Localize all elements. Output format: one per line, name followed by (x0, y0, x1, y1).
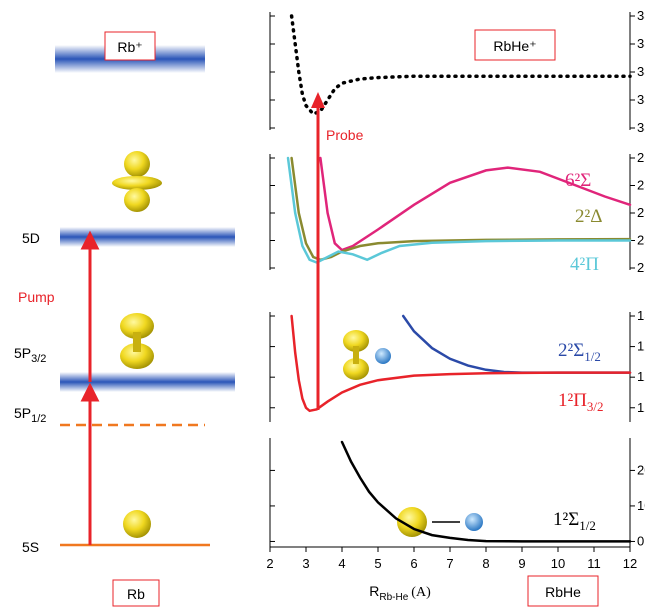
curve (340, 440, 632, 543)
y-tick-label: 200 (637, 462, 645, 477)
annotation: RbHe (545, 584, 581, 600)
y-tick-label: 100 (637, 498, 645, 513)
curve-name: 1²Σ (553, 509, 579, 530)
curve-name: 2²Δ (575, 206, 602, 227)
ion-label: Rb⁺ (117, 39, 142, 55)
label-box (527, 575, 599, 607)
y-tick-label: 25600 (637, 260, 645, 275)
x-tick-label: 12 (623, 556, 637, 571)
orbital (343, 330, 369, 352)
atom-label: Rb (127, 586, 145, 602)
curve-name: 6²Σ (565, 170, 591, 191)
curve-label: 1²Σ1/2 (553, 509, 596, 533)
curve (401, 314, 632, 374)
orbital (123, 510, 151, 538)
level-label: 5P (14, 405, 31, 421)
level-label: 5P (14, 345, 31, 361)
y-tick-label: 12800 (637, 369, 645, 384)
label-box (474, 29, 556, 61)
y-tick-label: 33600 (637, 92, 645, 107)
orbital (120, 343, 154, 369)
orbital (133, 332, 141, 352)
x-label-main: R (369, 583, 379, 599)
level-label: 5S (22, 539, 39, 555)
y-tick-label: 25900 (637, 178, 645, 193)
y-tick-label: 26000 (637, 150, 645, 165)
level-label: 5D (22, 230, 40, 246)
orbital (343, 358, 369, 380)
curve (286, 156, 632, 264)
y-tick-label: 33700 (637, 64, 645, 79)
level-band (60, 227, 235, 247)
level-diagram: Rb⁺ 5D 5P3/2 5P1/2 5S Pump Rb (14, 31, 235, 607)
y-tick-label: 0 (637, 533, 644, 548)
curve-sub: 1/2 (579, 518, 596, 533)
label-box (112, 579, 160, 607)
x-tick-label: 3 (302, 556, 309, 571)
x-axis-label: RRb-He (A) (369, 583, 431, 603)
level-band (60, 372, 235, 392)
x-label-unit: (A) (411, 585, 431, 600)
x-tick-label: 4 (338, 556, 345, 571)
molecule-icons (343, 330, 483, 537)
y-tick-label: 12700 (637, 400, 645, 415)
level-sub: 1/2 (31, 413, 46, 425)
pump-arrows (80, 230, 100, 545)
curve (290, 314, 632, 413)
plots: 33500 33600 33700 33800 33900 25600 25700 25800… (266, 8, 645, 607)
curve-label: 6²Σ (565, 170, 591, 191)
label-box (104, 31, 156, 61)
curve-label: 2²Σ1/2 (558, 340, 601, 364)
curve-label: 1²Π3/2 (558, 390, 604, 414)
x-tick-label: 8 (482, 556, 489, 571)
y-tick-label: 12900 (637, 339, 645, 354)
orbital (124, 188, 150, 212)
probe-label: Probe (326, 127, 364, 143)
x-tick-label: 5 (374, 556, 381, 571)
level-sub: 3/2 (31, 353, 46, 365)
x-tick-label: 9 (518, 556, 525, 571)
orbital (353, 346, 359, 364)
x-tick-label: 7 (446, 556, 453, 571)
y-tick-label: 33500 (637, 120, 645, 135)
level-label: 5D (22, 230, 40, 246)
x-label-sub: Rb-He (379, 592, 408, 603)
level-label: 5P3/2 (14, 345, 46, 365)
probe-arrow (311, 92, 325, 108)
orbital (120, 313, 154, 339)
curve-label: 2²Δ (575, 206, 602, 227)
helium (375, 348, 391, 364)
y-tick-label: 25700 (637, 233, 645, 248)
orbital (124, 151, 150, 177)
curve (319, 156, 632, 252)
y-tick-label: 33800 (637, 36, 645, 51)
orbital (397, 507, 427, 537)
helium (465, 513, 483, 531)
y-tick-label: 33900 (637, 8, 645, 23)
x-tick-label: 2 (266, 556, 273, 571)
x-tick-label: 10 (551, 556, 565, 571)
y-tick-label: 13000 (637, 308, 645, 323)
curve-sub: 3/2 (587, 399, 604, 414)
curve (289, 14, 632, 117)
level-label: 5S (22, 539, 39, 555)
y-tick-label: 25800 (637, 205, 645, 220)
curve-sub: 1/2 (584, 349, 601, 364)
annotation: RbHe⁺ (493, 38, 536, 54)
level-label: 5P1/2 (14, 405, 46, 425)
curve-label: 4²Π (570, 254, 599, 275)
curve-name: 2²Σ (558, 340, 584, 361)
curve-name: 1²Π (558, 390, 587, 411)
pump-label: Pump (18, 289, 55, 305)
orbital (112, 176, 162, 190)
x-tick-label: 11 (587, 556, 601, 571)
x-tick-label: 6 (410, 556, 417, 571)
curve-name: 4²Π (570, 254, 599, 275)
